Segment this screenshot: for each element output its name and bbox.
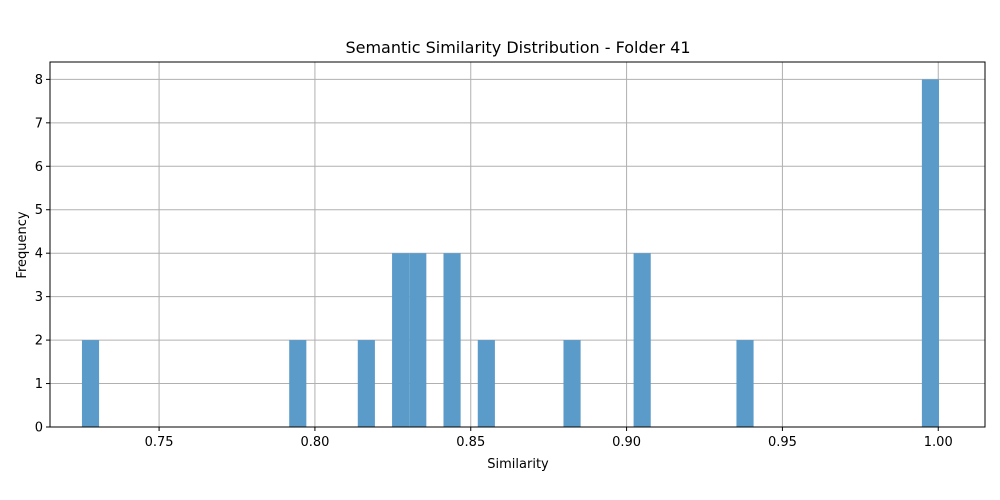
histogram-bar [443,253,461,427]
y-tick-label: 3 [35,290,43,305]
y-tick-label: 2 [35,334,43,349]
x-tick-label: 0.95 [768,435,797,450]
histogram-bar [921,79,940,427]
y-axis-label: Frequency [15,211,30,278]
grid-lines [50,62,985,428]
histogram-bar [477,340,495,427]
x-tick-label: 1.00 [924,435,953,450]
histogram-bar [357,340,375,427]
x-tick-label: 0.75 [145,435,174,450]
histogram-bar [633,253,651,427]
y-tick-label: 0 [35,421,43,436]
chart-title: Semantic Similarity Distribution - Folde… [345,38,690,57]
histogram-bar [289,340,307,427]
histogram-bar [736,340,754,427]
x-axis-label: Similarity [487,457,549,472]
y-axis-ticks: 0 1 2 3 4 5 6 7 8 [35,73,50,436]
plot-frame [49,61,986,428]
y-tick-label: 1 [35,377,43,392]
x-tick-label: 0.85 [456,435,485,450]
x-tick-label: 0.90 [612,435,641,450]
y-tick-label: 8 [35,73,43,88]
y-tick-label: 6 [35,160,43,175]
y-tick-label: 4 [35,247,43,262]
histogram-bar [392,253,410,427]
y-tick-label: 5 [35,203,43,218]
x-axis-ticks: 0.75 0.80 0.85 0.90 0.95 1.00 [145,427,953,450]
histogram-bar [81,340,100,427]
histogram-bar [563,340,581,427]
x-tick-label: 0.80 [300,435,329,450]
y-tick-label: 7 [35,116,43,131]
histogram-bars [81,79,940,427]
histogram-bar [409,253,427,427]
